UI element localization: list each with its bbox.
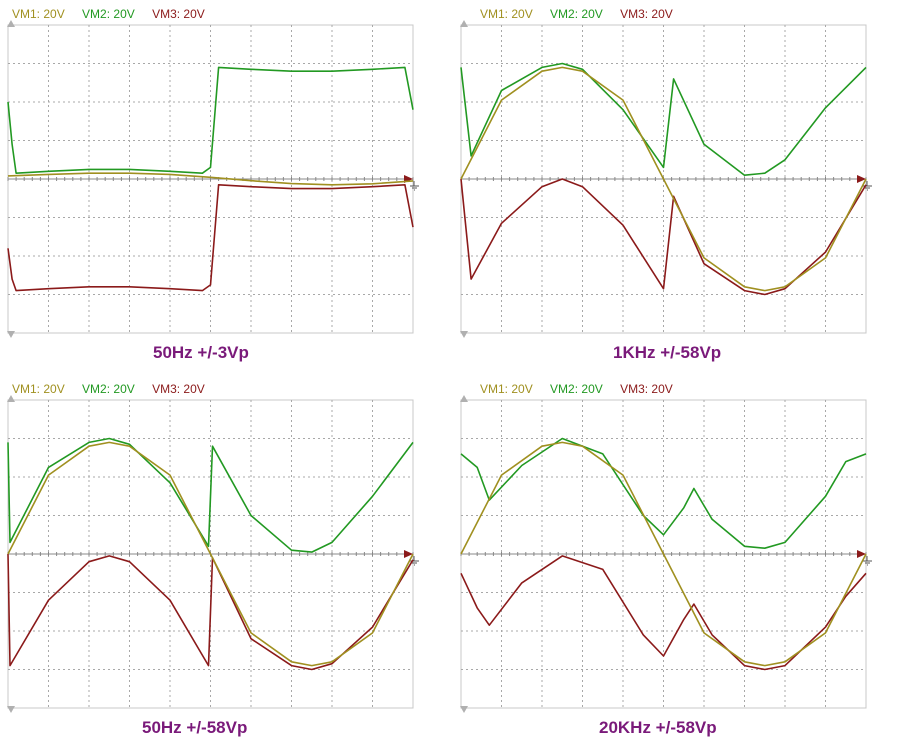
legend-vm3: VM3: 20V — [620, 382, 673, 396]
legend-vm1: VM1: 20V — [12, 7, 65, 21]
trace-vm1 — [7, 172, 414, 186]
trace-vm2 — [7, 437, 414, 553]
legend-2: VM1: 20V VM2: 20V VM3: 20V — [480, 7, 687, 21]
legend-3: VM1: 20V VM2: 20V VM3: 20V — [12, 382, 219, 396]
scope-screen-2 — [460, 20, 872, 338]
legend-vm3: VM3: 20V — [620, 7, 673, 21]
trace-vm2 — [7, 66, 414, 174]
scope-panel-2: VM1: 20V VM2: 20V VM3: 20V 1KHz +/-58Vp — [453, 0, 907, 375]
trace-vm1 — [7, 441, 414, 667]
bottom-marker-icon — [7, 331, 15, 338]
ground-symbol-icon — [863, 181, 872, 191]
scope-panel-1: VM1: 20V VM2: 20V VM3: 20V 50Hz +/-3Vp — [0, 0, 453, 375]
chart-title-1: 50Hz +/-3Vp — [153, 343, 249, 362]
trace-vm2 — [460, 62, 867, 176]
ground-marker-icon — [404, 550, 413, 558]
trace-vm3 — [7, 553, 414, 671]
scope-screen-4 — [460, 395, 872, 713]
scope-panel-3: VM1: 20V VM2: 20V VM3: 20V 50Hz +/-58Vp — [0, 375, 453, 751]
legend-vm1: VM1: 20V — [12, 382, 65, 396]
trace-vm1 — [460, 66, 867, 292]
legend-vm2: VM2: 20V — [550, 7, 603, 21]
legend-4: VM1: 20V VM2: 20V VM3: 20V — [480, 382, 687, 396]
scope-panel-4: VM1: 20V VM2: 20V VM3: 20V 20KHz +/-58Vp — [453, 375, 907, 751]
legend-vm2: VM2: 20V — [82, 7, 135, 21]
top-marker-icon — [460, 20, 468, 27]
ground-marker-icon — [857, 550, 866, 558]
top-marker-icon — [7, 395, 15, 402]
ground-symbol-icon — [410, 181, 419, 191]
chart-title-4: 20KHz +/-58Vp — [599, 718, 717, 737]
top-marker-icon — [460, 395, 468, 402]
ground-symbol-icon — [863, 556, 872, 566]
trace-vm1 — [460, 441, 867, 667]
trace-vm3 — [460, 555, 867, 671]
ground-marker-icon — [857, 175, 866, 183]
scope-screen-1 — [7, 20, 419, 338]
trace-vm3 — [460, 178, 867, 296]
scope-screen-3 — [7, 395, 419, 713]
legend-1: VM1: 20V VM2: 20V VM3: 20V — [12, 7, 219, 21]
bottom-marker-icon — [7, 706, 15, 713]
legend-vm1: VM1: 20V — [480, 7, 533, 21]
top-marker-icon — [7, 20, 15, 27]
chart-title-3: 50Hz +/-58Vp — [142, 718, 248, 737]
bottom-marker-icon — [460, 331, 468, 338]
trace-vm3 — [7, 184, 414, 292]
legend-vm2: VM2: 20V — [82, 382, 135, 396]
legend-vm1: VM1: 20V — [480, 382, 533, 396]
chart-title-2: 1KHz +/-58Vp — [613, 343, 722, 362]
legend-vm3: VM3: 20V — [152, 7, 205, 21]
legend-vm2: VM2: 20V — [550, 382, 603, 396]
trace-vm2 — [460, 437, 867, 549]
ground-symbol-icon — [410, 556, 419, 566]
legend-vm3: VM3: 20V — [152, 382, 205, 396]
bottom-marker-icon — [460, 706, 468, 713]
